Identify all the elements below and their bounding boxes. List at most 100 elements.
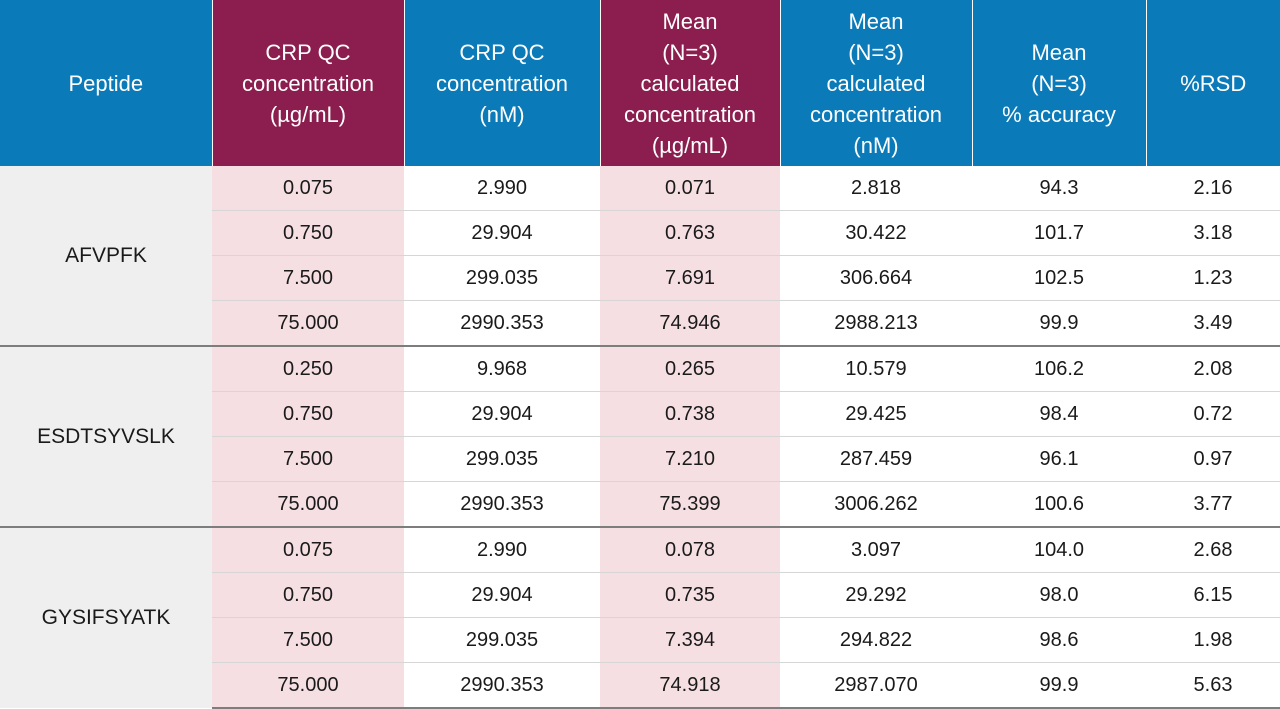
- header-mean-calculated-concentration-ugml: Mean (N=3) calculated concentration (µg/mL): [599, 0, 780, 166]
- cell-crp-qc-concentration-ugml: 7.500: [212, 255, 404, 301]
- cell-mean-calculated-concentration-nm: 29.292: [780, 572, 972, 618]
- header-line: (nM): [853, 132, 899, 158]
- cell-crp-qc-concentration-ugml: 75.000: [212, 481, 404, 527]
- cell-mean-calculated-concentration-nm: 3.097: [780, 526, 972, 573]
- header-line: concentration: [435, 70, 569, 96]
- cell-rsd: 3.77: [1146, 481, 1280, 527]
- cell-mean-accuracy: 106.2: [972, 345, 1146, 392]
- table-row: 7.500 299.035 7.210 287.459 96.1 0.97: [0, 436, 1280, 482]
- cell-crp-qc-concentration-ugml: 0.750: [212, 210, 404, 256]
- cell-crp-qc-concentration-nm: 299.035: [404, 436, 600, 482]
- peptide-cell: ESDTSYVSLK: [0, 345, 212, 527]
- cell-rsd: 3.18: [1146, 210, 1280, 256]
- header-peptide: Peptide: [0, 0, 212, 166]
- header-line: CRP QC: [459, 39, 545, 65]
- cell-rsd: 0.72: [1146, 391, 1280, 437]
- header-mean-calculated-concentration-nm: Mean (N=3) calculated concentration (nM): [779, 0, 972, 166]
- cell-mean-accuracy: 102.5: [972, 255, 1146, 301]
- header-line: Mean: [1031, 39, 1087, 65]
- header-line: (µg/mL): [651, 132, 729, 158]
- cell-mean-accuracy: 99.9: [972, 300, 1146, 346]
- table-row: 0.750 29.904 0.735 29.292 98.0 6.15: [0, 572, 1280, 618]
- table-header: Peptide CRP QC concentration (µg/mL) CRP QC c…: [0, 0, 1280, 166]
- cell-crp-qc-concentration-ugml: 7.500: [212, 436, 404, 482]
- header-line: CRP QC: [265, 39, 351, 65]
- table-row: 75.000 2990.353 75.399 3006.262 100.6 3.77: [0, 481, 1280, 527]
- cell-mean-accuracy: 98.0: [972, 572, 1146, 618]
- table-row: ESDTSYVSLK 0.250 9.968 0.265 10.579 106.2 2.08: [0, 345, 1280, 527]
- header-line: concentration: [809, 101, 943, 127]
- header-line: calculated: [826, 70, 926, 96]
- table-row: 75.000 2990.353 74.946 2988.213 99.9 3.49: [0, 300, 1280, 346]
- cell-mean-calculated-concentration-nm: 30.422: [780, 210, 972, 256]
- cell-crp-qc-concentration-nm: 29.904: [404, 572, 600, 618]
- header-rsd: %RSD: [1145, 0, 1280, 166]
- table-row: GYSIFSYATK 0.075 2.990 0.078 3.097 104.0 2.68: [0, 526, 1280, 708]
- header-line: Peptide: [68, 70, 144, 96]
- cell-mean-calculated-concentration-nm: 2.818: [780, 166, 972, 211]
- header-line: (N=3): [662, 39, 718, 65]
- cell-mean-calculated-concentration-nm: 2988.213: [780, 300, 972, 346]
- cell-crp-qc-concentration-nm: 299.035: [404, 617, 600, 663]
- cell-mean-calculated-concentration-nm: 306.664: [780, 255, 972, 301]
- cell-crp-qc-concentration-ugml: 0.750: [212, 572, 404, 618]
- cell-crp-qc-concentration-ugml: 0.250: [212, 345, 404, 392]
- header-crp-qc-concentration-nm: CRP QC concentration (nM): [403, 0, 600, 166]
- cell-crp-qc-concentration-nm: 2990.353: [404, 300, 600, 346]
- cell-rsd: 5.63: [1146, 662, 1280, 709]
- header-line: Mean: [662, 8, 718, 34]
- header-line: concentration: [623, 101, 757, 127]
- cell-mean-calculated-concentration-nm: 2987.070: [780, 662, 972, 709]
- cell-mean-accuracy: 96.1: [972, 436, 1146, 482]
- table-row: 75.000 2990.353 74.918 2987.070 99.9 5.63: [0, 662, 1280, 709]
- cell-rsd: 1.23: [1146, 255, 1280, 301]
- cell-rsd: 1.98: [1146, 617, 1280, 663]
- cell-crp-qc-concentration-ugml: 0.750: [212, 391, 404, 437]
- table-row: 0.750 29.904 0.763 30.422 101.7 3.18: [0, 210, 1280, 256]
- cell-mean-calculated-concentration-ugml: 74.946: [600, 300, 780, 346]
- cell-crp-qc-concentration-nm: 29.904: [404, 210, 600, 256]
- cell-rsd: 2.16: [1146, 166, 1280, 211]
- cell-mean-calculated-concentration-ugml: 0.265: [600, 345, 780, 392]
- cell-crp-qc-concentration-ugml: 7.500: [212, 617, 404, 663]
- cell-mean-calculated-concentration-nm: 287.459: [780, 436, 972, 482]
- cell-crp-qc-concentration-nm: 2990.353: [404, 481, 600, 527]
- cell-mean-calculated-concentration-ugml: 0.763: [600, 210, 780, 256]
- cell-crp-qc-concentration-nm: 299.035: [404, 255, 600, 301]
- cell-mean-calculated-concentration-nm: 294.822: [780, 617, 972, 663]
- header-line: %RSD: [1180, 70, 1247, 96]
- cell-crp-qc-concentration-ugml: 75.000: [212, 662, 404, 709]
- header-line: concentration: [241, 70, 375, 96]
- cell-mean-calculated-concentration-nm: 29.425: [780, 391, 972, 437]
- header-line: Mean: [848, 8, 904, 34]
- cell-mean-accuracy: 98.4: [972, 391, 1146, 437]
- cell-mean-accuracy: 99.9: [972, 662, 1146, 709]
- header-line: % accuracy: [1002, 101, 1116, 127]
- header-line: (N=3): [848, 39, 904, 65]
- cell-crp-qc-concentration-ugml: 0.075: [212, 166, 404, 211]
- cell-crp-qc-concentration-ugml: 0.075: [212, 526, 404, 573]
- header-row: Peptide CRP QC concentration (µg/mL) CRP QC c…: [0, 0, 1280, 166]
- header-line: (N=3): [1031, 70, 1087, 96]
- cell-crp-qc-concentration-nm: 2990.353: [404, 662, 600, 709]
- cell-crp-qc-concentration-ugml: 75.000: [212, 300, 404, 346]
- cell-mean-calculated-concentration-ugml: 74.918: [600, 662, 780, 709]
- peptide-cell: GYSIFSYATK: [0, 526, 212, 708]
- cell-crp-qc-concentration-nm: 29.904: [404, 391, 600, 437]
- cell-mean-calculated-concentration-ugml: 0.071: [600, 166, 780, 211]
- table-body: AFVPFK 0.075 2.990 0.071 2.818 94.3 2.16 0.750 2…: [0, 166, 1280, 709]
- cell-mean-calculated-concentration-ugml: 0.735: [600, 572, 780, 618]
- cell-crp-qc-concentration-nm: 9.968: [404, 345, 600, 392]
- cell-mean-calculated-concentration-ugml: 0.738: [600, 391, 780, 437]
- cell-rsd: 0.97: [1146, 436, 1280, 482]
- peptide-cell: AFVPFK: [0, 166, 212, 346]
- cell-mean-calculated-concentration-nm: 10.579: [780, 345, 972, 392]
- cell-mean-accuracy: 94.3: [972, 166, 1146, 211]
- header-mean-accuracy: Mean (N=3) % accuracy: [971, 0, 1146, 166]
- cell-mean-calculated-concentration-ugml: 0.078: [600, 526, 780, 573]
- cell-rsd: 3.49: [1146, 300, 1280, 346]
- header-line: calculated: [640, 70, 740, 96]
- cell-rsd: 2.68: [1146, 526, 1280, 573]
- header-line: (µg/mL): [269, 101, 347, 127]
